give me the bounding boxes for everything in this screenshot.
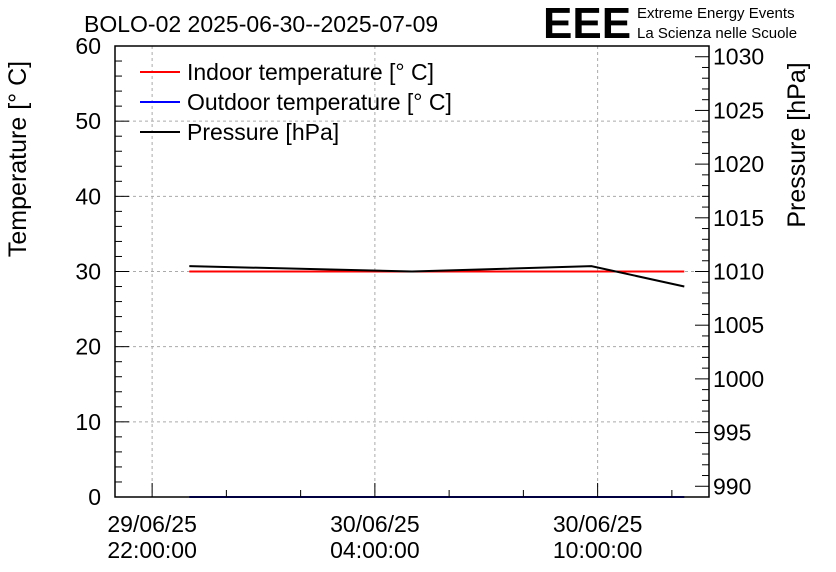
y2-axis-label: Pressure [hPa] <box>783 62 811 227</box>
chart-title: BOLO-02 2025-06-30--2025-07-09 <box>84 11 438 37</box>
eee-logo: EEE Extreme Energy Events La Scienza nel… <box>543 0 797 48</box>
x-tick-label-date: 30/06/25 <box>330 511 420 537</box>
x-tick-label-time: 22:00:00 <box>107 537 197 563</box>
y2-tick-label: 1020 <box>713 151 764 177</box>
legend: Indoor temperature [° C] Outdoor temperat… <box>140 59 452 145</box>
y-tick-label: 60 <box>75 33 101 59</box>
eee-logo-line1: Extreme Energy Events <box>637 5 795 22</box>
y2-tick-label: 1025 <box>713 97 764 123</box>
y2-tick-label: 1000 <box>713 366 764 392</box>
y2-tick-label: 990 <box>713 473 751 499</box>
y-tick-label: 20 <box>75 334 101 360</box>
y2-tick-label: 1015 <box>713 205 764 231</box>
tick-labels: 0102030405060990995100010051010101510201… <box>75 33 764 563</box>
y-tick-label: 40 <box>75 183 101 209</box>
y2-tick-label: 995 <box>713 420 751 446</box>
x-tick-label-date: 30/06/25 <box>553 511 643 537</box>
series-line-3 <box>189 265 685 288</box>
y-axis-label: Temperature [° C] <box>4 61 32 257</box>
y2-tick-label: 1005 <box>713 312 764 338</box>
legend-label-1: Indoor temperature [° C] <box>187 59 434 85</box>
axes <box>114 45 710 498</box>
y-tick-label: 10 <box>75 409 101 435</box>
x-tick-label-date: 29/06/25 <box>107 511 197 537</box>
legend-label-2: Outdoor temperature [° C] <box>187 89 452 115</box>
eee-logo-line2: La Scienza nelle Scuole <box>637 25 797 42</box>
series-lines <box>189 265 685 498</box>
y-tick-label: 50 <box>75 108 101 134</box>
y-tick-label: 0 <box>88 484 101 510</box>
y-tick-label: 30 <box>75 259 101 285</box>
y2-tick-label: 1010 <box>713 259 764 285</box>
legend-label-3: Pressure [hPa] <box>187 119 339 145</box>
x-tick-label-time: 10:00:00 <box>553 537 643 563</box>
eee-logo-text: EEE <box>543 0 631 48</box>
y2-tick-label: 1030 <box>713 44 764 70</box>
x-tick-label-time: 04:00:00 <box>330 537 420 563</box>
